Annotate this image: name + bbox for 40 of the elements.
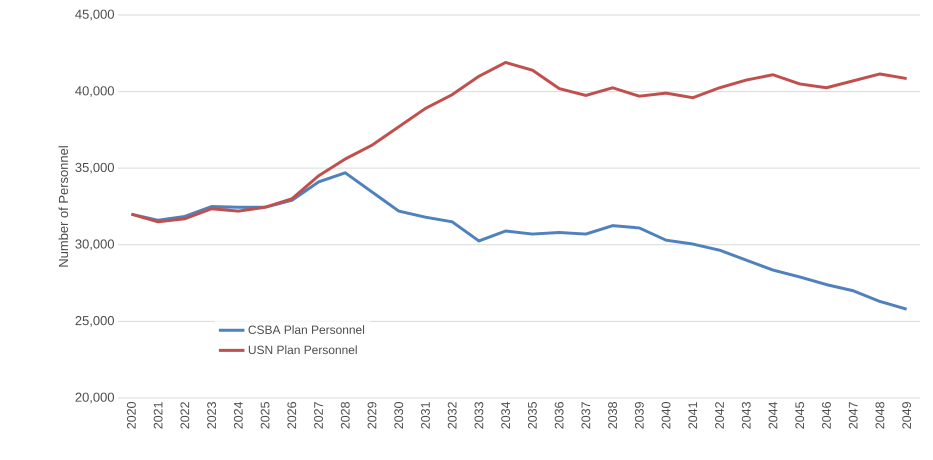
y-tick-label: 25,000	[76, 316, 114, 327]
y-tick-label: 35,000	[75, 162, 114, 174]
legend-label: USN Plan Personnel	[248, 345, 357, 354]
x-tick-label: 2025	[260, 402, 270, 429]
x-tick-label: 2043	[742, 402, 751, 429]
y-tick-label: 20,000	[76, 392, 114, 404]
y-axis-title: Number of Personnel	[58, 146, 68, 267]
x-tick-label: 2034	[501, 402, 510, 429]
y-tick-label: 30,000	[75, 239, 114, 250]
x-tick-label: 2031	[421, 402, 430, 429]
x-tick-label: 2042	[715, 402, 724, 429]
x-tick-label: 2047	[848, 402, 858, 429]
y-tick-label: 40,000	[75, 86, 114, 97]
x-tick-label: 2030	[394, 402, 404, 429]
x-tick-label: 2041	[688, 402, 698, 429]
x-tick-label: 2048	[876, 402, 884, 429]
x-tick-label: 2022	[180, 402, 190, 429]
x-tick-label: 2021	[154, 402, 163, 429]
x-tick-label: 2032	[448, 402, 457, 429]
x-tick-label: 2040	[662, 402, 670, 429]
y-tick-label: 45,000	[75, 10, 114, 20]
legend-label: CSBA Plan Personnel	[248, 325, 364, 334]
x-tick-label: 2036	[554, 402, 564, 429]
x-tick-label: 2023	[207, 402, 216, 429]
x-tick-label: 2045	[795, 402, 804, 429]
x-tick-label: 2020	[126, 402, 136, 429]
x-tick-label: 2027	[314, 402, 323, 429]
x-tick-label: 2033	[474, 402, 484, 429]
x-tick-label: 2049	[902, 402, 912, 429]
x-tick-label: 2035	[528, 402, 537, 429]
x-tick-label: 2024	[234, 402, 243, 429]
x-tick-label: 2026	[287, 402, 296, 429]
x-tick-label: 2044	[768, 402, 778, 429]
x-tick-label: 2029	[368, 402, 376, 429]
line-series	[130, 171, 908, 311]
x-tick-label: 2039	[634, 402, 644, 429]
x-tick-label: 2028	[340, 402, 350, 429]
x-tick-label: 2046	[822, 402, 831, 429]
x-tick-label: 2038	[608, 402, 617, 429]
x-tick-label: 2037	[581, 402, 590, 429]
